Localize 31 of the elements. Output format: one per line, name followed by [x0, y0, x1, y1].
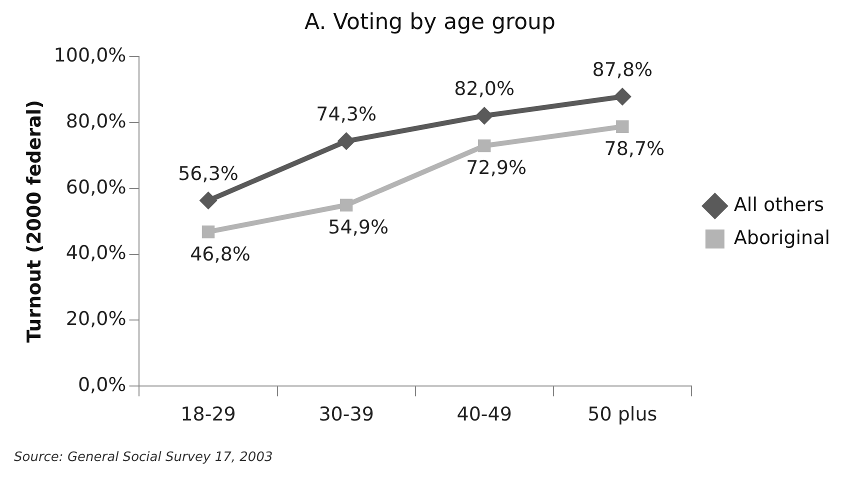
data-label: 72,9% [466, 157, 527, 180]
data-label: 56,3% [178, 162, 238, 185]
y-tick-label: 60,0% [66, 176, 126, 198]
source-note: Source: General Social Survey 17, 2003 [14, 450, 273, 465]
point [616, 120, 629, 134]
point [478, 139, 491, 152]
point [613, 88, 632, 106]
point [340, 198, 353, 212]
y-tick-label: 40,0% [66, 242, 126, 264]
point [199, 192, 218, 210]
data-label: 82,0% [454, 78, 515, 100]
data-label: 78,7% [604, 138, 665, 160]
data-label: 46,8% [190, 243, 250, 266]
y-tick-label: 0,0% [78, 374, 126, 396]
data-label: 54,9% [328, 216, 388, 239]
point [337, 132, 356, 150]
y-tick-label: 20,0% [66, 308, 126, 330]
x-tick-label: 18-29 [180, 404, 236, 426]
point [475, 106, 494, 125]
legend-label: Aboriginal [734, 226, 830, 249]
x-tick-label: 30-39 [318, 404, 374, 426]
data-label: 74,3% [316, 104, 376, 126]
x-tick-label: 40-49 [456, 404, 512, 426]
legend-label: All others [734, 194, 824, 216]
y-axis-title: Turnout (2000 federal) [23, 100, 46, 343]
data-label: 87,8% [592, 59, 653, 82]
y-tick-label: 100,0% [54, 44, 126, 66]
y-tick-label: 80,0% [66, 110, 126, 132]
chart-title: A. Voting by age group [304, 10, 556, 35]
x-tick-label: 50 plus [588, 404, 658, 426]
point [202, 225, 215, 238]
